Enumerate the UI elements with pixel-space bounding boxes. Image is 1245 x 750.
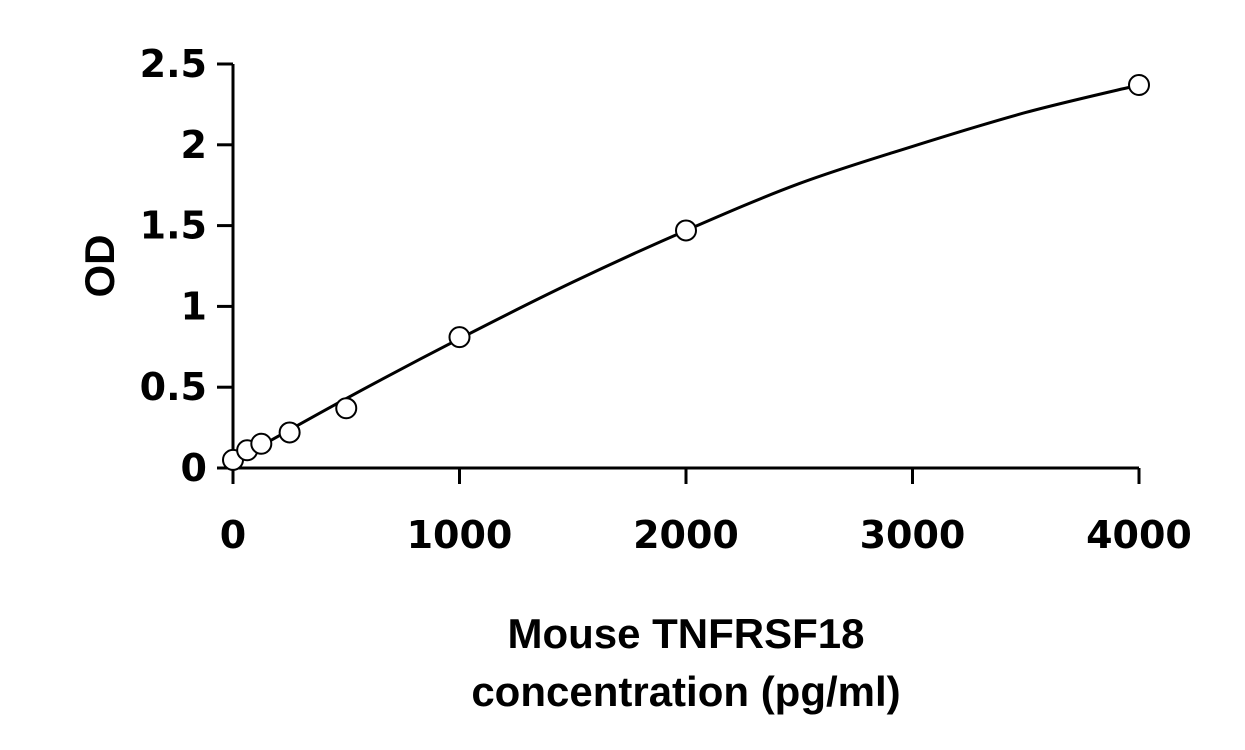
y-tick-label: 1 <box>181 284 207 328</box>
x-tick-label: 1000 <box>407 513 513 557</box>
ticks: 0 0.5 1 1.5 2 2.5 0 1000 2000 3000 4000 <box>140 42 1192 557</box>
data-points <box>222 74 1150 471</box>
y-tick-label: 2.5 <box>140 42 207 86</box>
data-point <box>448 326 471 349</box>
x-axis-title-line-2: concentration (pg/ml) <box>471 668 900 715</box>
y-tick-label: 0 <box>181 446 207 490</box>
y-axis-title: OD <box>76 235 123 298</box>
axes <box>231 64 1139 470</box>
y-tick-label: 2 <box>181 123 207 167</box>
x-axis-title-line-1: Mouse TNFRSF18 <box>507 610 864 657</box>
x-tick-label: 4000 <box>1086 513 1192 557</box>
fit-curve <box>232 83 1140 463</box>
y-tick-label: 1.5 <box>140 204 207 248</box>
data-point <box>675 219 697 242</box>
data-point <box>335 397 358 420</box>
data-point <box>1128 74 1150 97</box>
x-tick-label: 0 <box>220 513 246 557</box>
data-point <box>278 421 301 444</box>
y-tick-label: 0.5 <box>140 365 207 409</box>
x-tick-label: 2000 <box>633 513 739 557</box>
x-tick-label: 3000 <box>860 513 966 557</box>
data-point <box>250 432 273 455</box>
